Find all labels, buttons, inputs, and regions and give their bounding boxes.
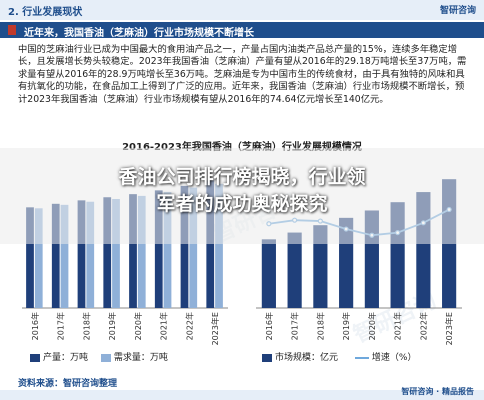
bar-market [313, 225, 328, 308]
bar-demand [34, 208, 43, 308]
section-title: 2. 行业发展现状 [8, 7, 83, 18]
bar-market [261, 239, 276, 308]
x-tick-label: 2023年E [444, 312, 454, 345]
legend-line-growth [354, 356, 369, 359]
source-note: 资料来源：智研咨询整理 [18, 379, 118, 389]
subheader-marker [8, 25, 16, 35]
bar-production [51, 203, 60, 308]
legend-swatch-market [262, 353, 272, 362]
headline-line-2: 军者的成功奥秘探究 [156, 193, 328, 215]
brand-logo: 智研咨询 [439, 6, 476, 16]
body-paragraph: 中国的芝麻油行业已成为中国最大的食用油产品之一，产量占国内油类产品总产量的15%… [18, 44, 467, 105]
bar-production [129, 194, 137, 308]
bar-demand [215, 183, 223, 308]
x-tick-label: 2016年 [30, 312, 40, 340]
headline-title: 香油公司排行榜揭晓，行业领 军者的成功奥秘探究 [0, 164, 484, 218]
footer-bar [0, 390, 484, 400]
x-tick-label: 2019年 [107, 312, 117, 340]
bar-production [26, 207, 34, 308]
footer: 资料来源：智研咨询整理 智研咨询 · 精品报告 [0, 370, 484, 400]
subheader: 近年来，我国香油（芝麻油）行业市场规模不断增长 [0, 22, 484, 39]
x-tick-label: 2017年 [56, 312, 66, 340]
x-tick-label: 2020年 [367, 312, 377, 340]
left-chart: 2016年 2017年 2018年 2019年 2020年 2021年 2022年 2023年… [22, 180, 228, 345]
x-tick-label: 2017年 [290, 312, 300, 340]
x-tick-label: 2022年 [418, 312, 428, 340]
bar-production [154, 190, 163, 308]
headline-overlay [0, 148, 484, 244]
x-tick-label: 2019年 [341, 312, 351, 340]
x-tick-label: 2016年 [264, 312, 274, 340]
x-tick-label: 2018年 [315, 312, 325, 340]
legend-right: 市场规模：亿元 增速（%） [262, 350, 416, 363]
legend-production: 产量：万吨 [43, 353, 89, 363]
legend-swatch-production [30, 353, 40, 362]
bar-demand [189, 187, 198, 308]
bar-demand [163, 192, 172, 308]
x-tick-label: 2021年 [159, 312, 169, 340]
footer-brand: 智研咨询 · 精品报告 [401, 387, 474, 396]
bar-demand [137, 195, 146, 308]
bar-demand [112, 198, 120, 308]
bar-market [287, 232, 302, 308]
bar-demand [86, 201, 95, 308]
bar-production [180, 185, 189, 308]
legend-swatch-demand [100, 353, 111, 362]
legend-left: 产量：万吨 需求量：万吨 [30, 350, 168, 363]
top-header: 2. 行业发展现状 智研咨询 [0, 0, 484, 20]
legend-growth: 增速（%） [371, 353, 417, 363]
bar-production [206, 180, 215, 308]
legend-market: 市场规模：亿元 [275, 353, 339, 363]
headline-line-1: 香油公司排行榜揭晓，行业领 [118, 166, 366, 188]
chart-title: 2016-2023年我国香油（芝麻油）行业发展规模情况 [0, 138, 484, 153]
bar-production [103, 197, 112, 308]
legend-demand: 需求量：万吨 [113, 353, 168, 363]
bar-production [77, 200, 86, 308]
x-tick-label: 2018年 [81, 312, 91, 340]
x-tick-label: 2021年 [393, 312, 403, 340]
x-tick-label: 2023年E [210, 312, 220, 345]
x-tick-label: 2022年 [184, 312, 194, 340]
bar-demand [60, 204, 69, 308]
subheader-title: 近年来，我国香油（芝麻油）行业市场规模不断增长 [24, 28, 254, 39]
x-tick-label: 2020年 [133, 312, 143, 340]
